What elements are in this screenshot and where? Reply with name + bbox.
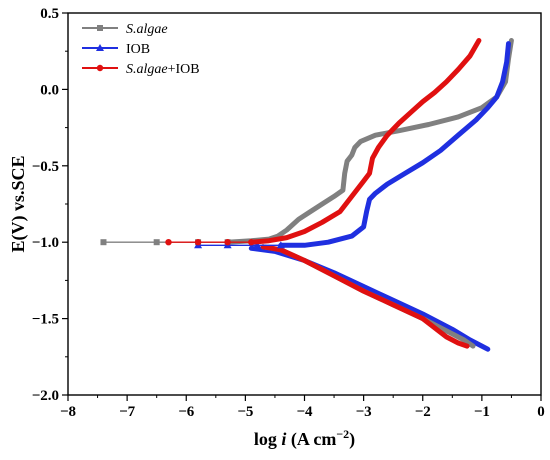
y-tick-label: −0.5 [32,159,59,175]
legend-marker [96,64,104,72]
legend-marker [97,25,103,31]
axes-ticks: −8 −7 −6 −5 −4 −3 −2 −1 0 0.5 0.0 −0.5 −1.0 −1.5 −2.0 [32,6,545,420]
cathodic-branch [260,244,470,349]
y-tick-label: 0.5 [40,6,59,22]
series-line [278,41,511,248]
x-title-part: i [281,429,286,449]
x-axis-title: log i (A cm−2) [254,427,355,450]
series-line [248,38,482,245]
legend-label-part: S.algae [126,62,168,77]
data-point [194,239,202,246]
data-point [153,239,160,246]
x-title-part: ) [349,429,355,450]
x-title-part: log [254,429,282,449]
y-tick-label: −2.0 [32,388,59,404]
legend-label: S.algae+IOB [126,62,200,77]
y-tick-label: 0.0 [40,82,59,98]
series-line [225,38,514,245]
x-tick-label: −2 [415,404,431,420]
x-tick-label: −8 [60,404,76,420]
legend-label: S.algae [126,22,168,37]
x-tick-label: −3 [356,404,372,420]
legend-marker [96,44,104,51]
x-tick-label: −6 [178,404,195,420]
x-title-part: −2 [336,427,349,441]
data-point [248,239,255,246]
x-tick-label: −1 [474,404,490,420]
data-point [100,239,107,246]
legend-label-part: +IOB [168,62,200,77]
y-tick-label: −1.0 [32,235,59,251]
x-tick-label: 0 [537,404,545,420]
series-line-thin [198,43,510,246]
x-tick-label: −7 [119,404,136,420]
legend-label: IOB [126,42,150,57]
data-point [276,241,285,249]
data-point [253,241,262,249]
data-point [224,239,231,246]
legend-label-part: IOB [126,42,150,57]
x-tick-label: −5 [237,404,253,420]
x-tick-label: −4 [296,404,313,420]
y-tick-label: −1.5 [32,312,59,328]
data-point [165,239,172,246]
y-axis-title: E(V) vs.SCE [8,155,29,252]
legend-label-part: S.algae [126,22,168,37]
series-line-thin [168,40,480,243]
plot-layer [100,38,514,352]
x-title-part: (A cm [286,429,336,450]
